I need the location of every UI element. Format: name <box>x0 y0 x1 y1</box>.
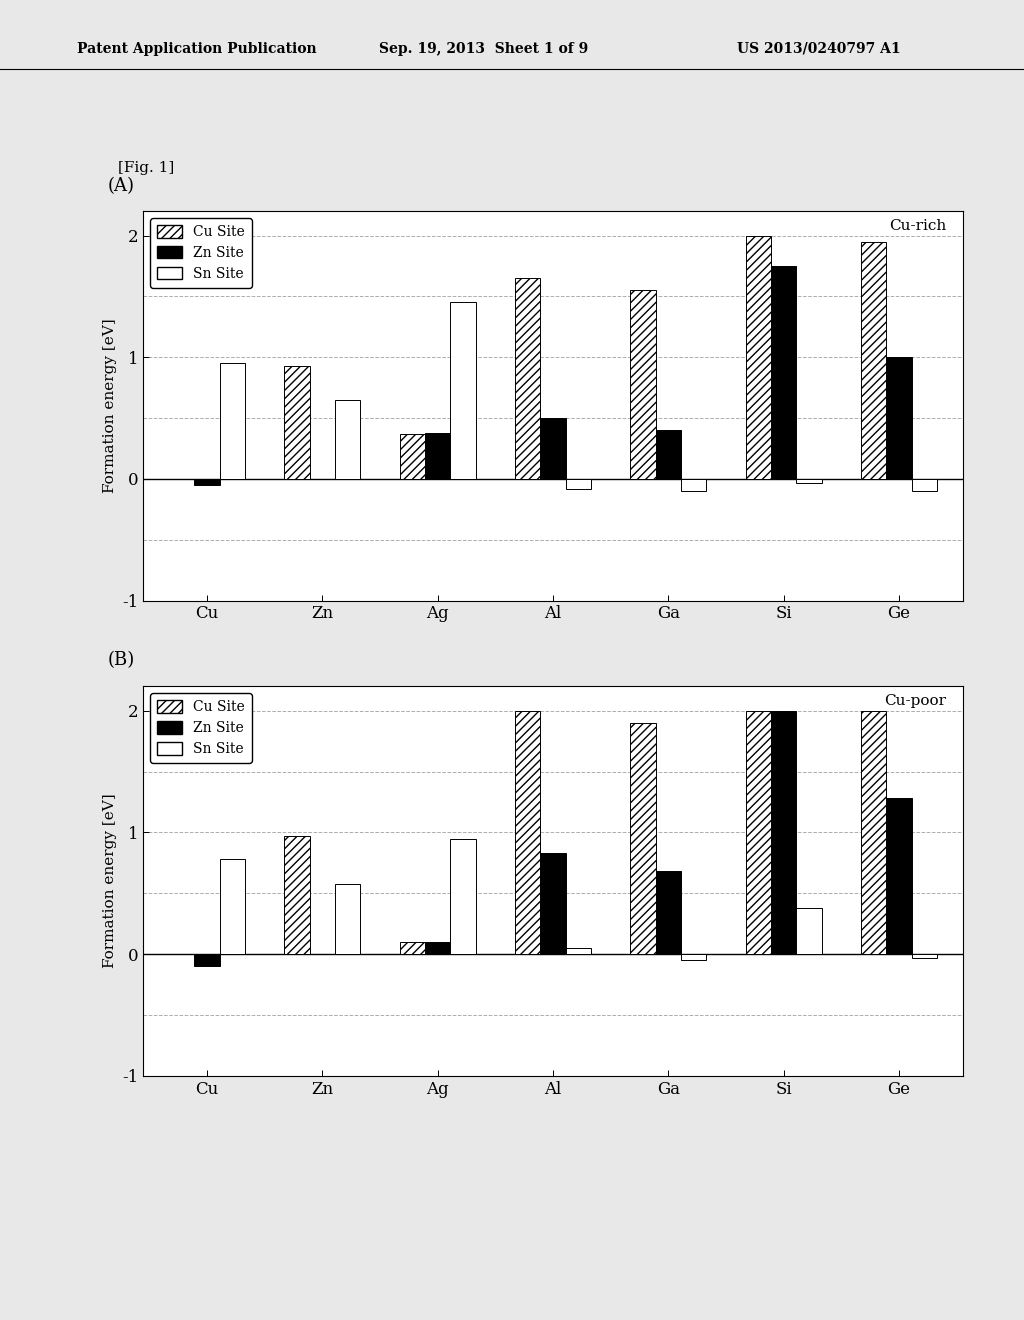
Bar <box>887 358 911 479</box>
Bar <box>911 479 937 491</box>
Bar <box>887 799 911 954</box>
Text: Sep. 19, 2013  Sheet 1 of 9: Sep. 19, 2013 Sheet 1 of 9 <box>379 42 588 55</box>
Text: Cu-rich: Cu-rich <box>889 219 946 234</box>
Text: US 2013/0240797 A1: US 2013/0240797 A1 <box>737 42 901 55</box>
Text: [Fig. 1]: [Fig. 1] <box>118 161 174 174</box>
Text: Cu-poor: Cu-poor <box>884 694 946 709</box>
Bar <box>399 942 425 954</box>
Text: (B): (B) <box>108 651 135 669</box>
Bar <box>425 942 451 954</box>
Bar <box>861 242 887 479</box>
Bar <box>284 836 309 954</box>
Bar <box>451 838 476 954</box>
Bar <box>797 479 822 483</box>
Bar <box>515 279 541 479</box>
Y-axis label: Formation energy [eV]: Formation energy [eV] <box>102 793 117 969</box>
Bar <box>451 302 476 479</box>
Bar <box>335 883 360 954</box>
Legend: Cu Site, Zn Site, Sn Site: Cu Site, Zn Site, Sn Site <box>151 218 252 288</box>
Legend: Cu Site, Zn Site, Sn Site: Cu Site, Zn Site, Sn Site <box>151 693 252 763</box>
Bar <box>515 710 541 954</box>
Text: (A): (A) <box>108 177 134 195</box>
Y-axis label: Formation energy [eV]: Formation energy [eV] <box>102 318 117 494</box>
Bar <box>681 479 707 491</box>
Bar <box>911 954 937 958</box>
Bar <box>565 479 591 488</box>
Bar <box>745 710 771 954</box>
Bar <box>335 400 360 479</box>
Bar <box>797 908 822 954</box>
Bar <box>541 853 565 954</box>
Bar <box>745 235 771 479</box>
Bar <box>284 366 309 479</box>
Bar <box>565 948 591 954</box>
Bar <box>630 723 655 954</box>
Bar <box>399 434 425 479</box>
Bar <box>219 859 245 954</box>
Bar <box>195 479 219 484</box>
Bar <box>425 433 451 479</box>
Bar <box>655 430 681 479</box>
Bar <box>771 265 797 479</box>
Text: Patent Application Publication: Patent Application Publication <box>77 42 316 55</box>
Bar <box>195 954 219 966</box>
Bar <box>655 871 681 954</box>
Bar <box>219 363 245 479</box>
Bar <box>630 290 655 479</box>
Bar <box>771 710 797 954</box>
Bar <box>681 954 707 960</box>
Bar <box>861 710 887 954</box>
Bar <box>541 418 565 479</box>
